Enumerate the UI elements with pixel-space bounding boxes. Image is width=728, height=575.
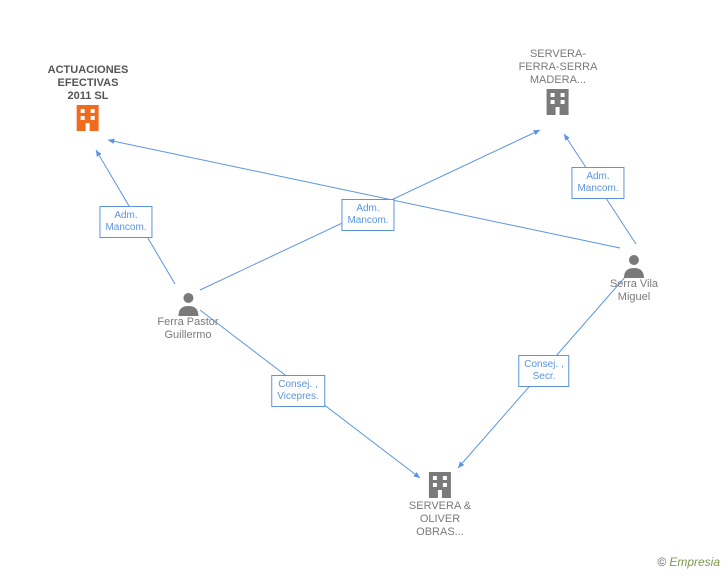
edge-label-e4: Adm. Mancom.	[571, 167, 624, 199]
edge-e3	[108, 140, 620, 248]
node-label-ferra_pastor: Ferra Pastor Guillermo	[157, 316, 218, 342]
node-servera_oliver[interactable]: SERVERA & OLIVER OBRAS...	[409, 470, 471, 539]
node-label-serra_vila: Serra Vila Miguel	[610, 278, 658, 304]
person-icon	[610, 252, 658, 278]
edge-label-e6: Consej. , Secr.	[518, 355, 569, 387]
node-servera_ferra[interactable]: SERVERA- FERRA-SERRA MADERA...	[519, 48, 598, 117]
node-ferra_pastor[interactable]: Ferra Pastor Guillermo	[157, 290, 218, 342]
copyright-symbol: ©	[657, 555, 666, 569]
building-icon	[519, 87, 598, 117]
node-label-servera_ferra: SERVERA- FERRA-SERRA MADERA...	[519, 48, 598, 87]
watermark-text: Empresia	[669, 555, 720, 569]
building-icon	[48, 103, 129, 133]
node-serra_vila[interactable]: Serra Vila Miguel	[610, 252, 658, 304]
building-icon	[409, 470, 471, 500]
edge-label-e1: Adm. Mancom.	[99, 206, 152, 238]
watermark: ©Empresia	[657, 555, 720, 569]
person-icon	[157, 290, 218, 316]
node-label-actuaciones: ACTUACIONES EFECTIVAS 2011 SL	[48, 64, 129, 103]
node-label-servera_oliver: SERVERA & OLIVER OBRAS...	[409, 500, 471, 539]
edge-label-e2: Adm. Mancom.	[341, 199, 394, 231]
edge-label-e5: Consej. , Vicepres.	[271, 375, 325, 407]
node-actuaciones[interactable]: ACTUACIONES EFECTIVAS 2011 SL	[48, 64, 129, 133]
